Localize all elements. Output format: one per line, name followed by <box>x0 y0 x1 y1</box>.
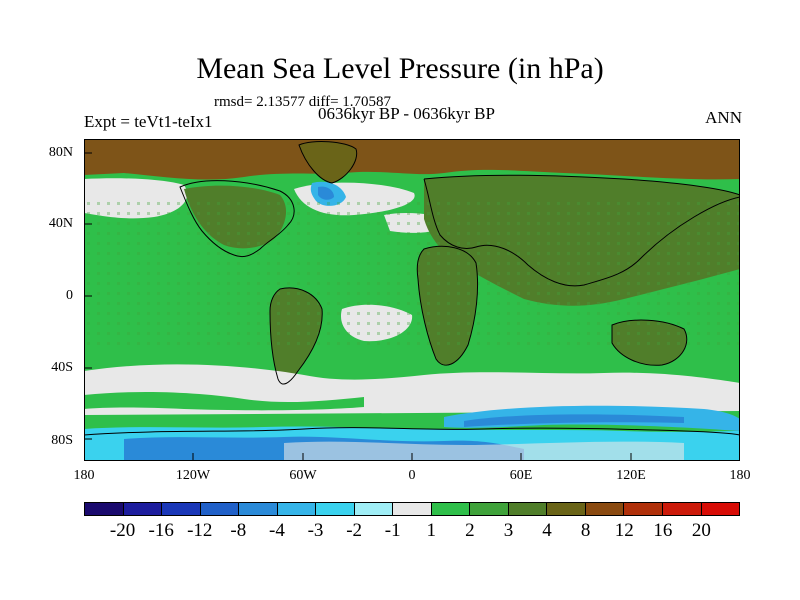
colorbar-box-3 <box>200 503 240 515</box>
pressure-map <box>84 139 740 461</box>
colorbar-label-14: 16 <box>653 520 673 541</box>
period-label: 0636kyr BP - 0636kyr BP <box>318 104 495 123</box>
colorbar-label-7: -1 <box>384 520 401 541</box>
colorbar-label-15: 20 <box>691 520 711 541</box>
north-atlantic-low-core <box>318 186 334 200</box>
colorbar <box>84 502 740 516</box>
colorbar-box-13 <box>585 503 625 515</box>
greenland-region <box>299 141 357 183</box>
colorbar-box-7 <box>354 503 394 515</box>
southern-ocean-low-core <box>464 414 684 427</box>
lat-label-40s: 40S <box>51 360 73 375</box>
colorbar-box-4 <box>239 503 278 515</box>
colorbar-label-2: -12 <box>187 520 213 541</box>
colorbar-box-10 <box>470 503 509 515</box>
colorbar-label-10: 3 <box>503 520 514 541</box>
colorbar-label-9: 2 <box>465 520 475 541</box>
lon-label-180w: 180 <box>73 468 95 483</box>
coast-antarctica <box>84 427 740 436</box>
colorbar-label-1: -16 <box>148 520 174 541</box>
colorbar-label-6: -2 <box>346 520 363 541</box>
coast-australia <box>611 319 688 366</box>
colorbar-label-5: -3 <box>307 520 324 541</box>
lon-label-60w: 60W <box>289 468 317 483</box>
colorbar-box-9 <box>431 503 471 515</box>
map-ticks <box>84 152 632 461</box>
coast-north-america <box>179 180 295 258</box>
colorbar-label-8: 1 <box>426 520 437 541</box>
colorbar-box-15 <box>662 503 702 515</box>
colorbar-box-0 <box>85 503 124 515</box>
lon-label-60e: 60E <box>509 468 533 483</box>
coast-south-america <box>269 287 323 385</box>
colorbar-label-4: -4 <box>269 520 285 541</box>
lon-label-120w: 120W <box>175 468 211 483</box>
season-label: ANN <box>705 108 742 127</box>
colorbar-label-12: 8 <box>580 520 591 541</box>
colorbar-box-16 <box>701 503 740 515</box>
coast-eurasia <box>423 174 740 287</box>
colorbar-box-8 <box>393 503 432 515</box>
chart-title: Mean Sea Level Pressure (in hPa) <box>196 52 604 85</box>
colorbar-label-0: -20 <box>109 520 136 541</box>
colorbar-box-6 <box>316 503 355 515</box>
arctic-brown-region <box>84 139 740 180</box>
colorbar-box-12 <box>547 503 586 515</box>
colorbar-box-5 <box>277 503 317 515</box>
stats-text: rmsd= 2.13577 diff= 1.70587 <box>214 94 392 110</box>
southern-green-band <box>84 392 364 411</box>
colorbar-label-3: -8 <box>230 520 247 541</box>
colorbar-box-14 <box>624 503 663 515</box>
experiment-label: Expt = teVt1-teIx1 <box>84 112 213 131</box>
lon-label-180e: 180 <box>729 468 751 483</box>
coast-greenland <box>298 141 358 184</box>
colorbar-label-11: 4 <box>542 520 552 541</box>
antarctica-neutral <box>284 441 684 461</box>
colorbar-box-1 <box>123 503 163 515</box>
lat-label-0: 0 <box>66 288 73 303</box>
coast-africa <box>416 245 479 366</box>
lat-label-40n: 40N <box>48 216 73 231</box>
colorbar-box-2 <box>162 503 201 515</box>
lat-label-80n: 80N <box>48 145 73 160</box>
speckle-overlay <box>84 199 740 349</box>
lon-label-120e: 120E <box>616 468 646 483</box>
colorbar-box-11 <box>508 503 548 515</box>
coastlines <box>84 141 740 436</box>
lon-label-0: 0 <box>408 468 416 483</box>
colorbar-label-13: 12 <box>614 520 634 541</box>
lat-label-80s: 80S <box>51 433 73 448</box>
